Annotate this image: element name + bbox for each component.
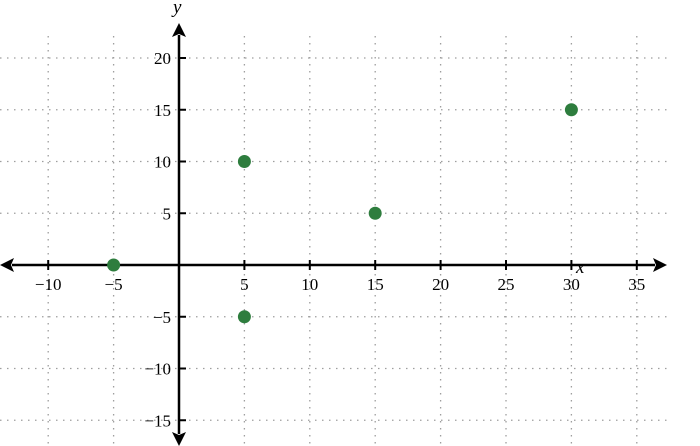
x-tick-label: −5 bbox=[105, 275, 123, 294]
x-tick-label: 25 bbox=[498, 275, 515, 294]
x-tick-label: 15 bbox=[367, 275, 384, 294]
y-tick-label: −5 bbox=[153, 308, 171, 327]
data-point bbox=[564, 103, 578, 117]
y-tick-label: 15 bbox=[154, 101, 171, 120]
y-axis-label: y bbox=[171, 0, 182, 18]
y-tick-label: −15 bbox=[144, 411, 171, 430]
data-point bbox=[237, 155, 251, 168]
x-axis-left-arrow bbox=[0, 258, 14, 272]
grid bbox=[0, 36, 670, 446]
y-axis-top-arrow bbox=[172, 23, 186, 37]
y-tick-label: 10 bbox=[154, 153, 171, 172]
x-tick-label: −10 bbox=[35, 275, 62, 294]
y-tick-label: −10 bbox=[144, 360, 171, 379]
x-tick-label: 30 bbox=[563, 275, 580, 294]
y-axis-bottom-arrow bbox=[172, 432, 186, 446]
x-axis-right-arrow bbox=[653, 258, 667, 272]
x-tick-label: 10 bbox=[301, 275, 318, 294]
data-point bbox=[107, 258, 121, 272]
y-tick-label: 20 bbox=[154, 49, 171, 68]
x-axis-label: x bbox=[575, 257, 585, 278]
data-point bbox=[368, 206, 382, 220]
x-tick-label: 35 bbox=[628, 275, 645, 294]
y-tick-label: 5 bbox=[163, 204, 172, 223]
data-points bbox=[107, 103, 578, 324]
axes bbox=[0, 23, 667, 446]
data-point bbox=[237, 310, 251, 324]
x-tick-label: 5 bbox=[240, 275, 249, 294]
x-tick-label: 20 bbox=[432, 275, 449, 294]
ticks: −10 −5 5 10 15 20 25 30 35 −15 −10 −5 5 10 15 20 bbox=[35, 49, 645, 430]
